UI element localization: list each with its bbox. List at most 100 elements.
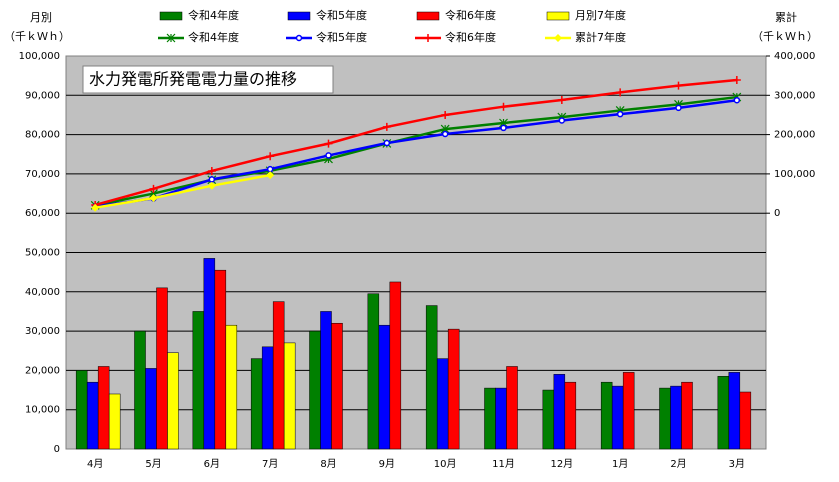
legend-label: 令和5年度	[316, 30, 367, 44]
y-axis-unit: （千ｋＷｈ）	[4, 30, 70, 43]
bar	[75, 370, 88, 450]
bar	[425, 305, 438, 450]
title-box	[82, 65, 334, 94]
y2-tick-label: 100,000	[774, 169, 815, 180]
marker	[732, 75, 741, 84]
legend-label: 令和6年度	[445, 30, 496, 44]
marker	[207, 166, 216, 175]
y-tick-label: 20,000	[25, 365, 60, 376]
bar	[272, 301, 285, 450]
bar	[553, 374, 566, 450]
bar	[192, 311, 205, 450]
bar	[611, 385, 624, 450]
y2-axis-label: 累計	[775, 10, 797, 24]
y2-tick-label: 0	[774, 208, 780, 219]
marker	[558, 117, 566, 124]
y-tick-label: 50,000	[25, 248, 60, 259]
marker	[325, 152, 332, 159]
marker	[208, 176, 216, 183]
y2-axis-unit: （千ｋＷｈ）	[752, 30, 818, 43]
bar	[728, 372, 741, 450]
marker	[675, 104, 682, 112]
x-tick-label: 11月	[492, 458, 515, 470]
bar	[367, 293, 380, 450]
x-tick-label: 10月	[434, 458, 457, 470]
marker	[616, 110, 624, 118]
marker	[616, 88, 625, 97]
marker	[149, 194, 158, 203]
y-tick-label: 100,000	[19, 51, 60, 62]
bar	[447, 328, 460, 450]
marker	[500, 124, 507, 132]
legend-swatch	[287, 11, 311, 21]
marker	[554, 34, 562, 42]
bar	[436, 358, 449, 450]
bar	[108, 393, 121, 450]
bar	[145, 368, 157, 450]
y-tick-label: 90,000	[25, 90, 60, 101]
x-tick-label: 2月	[670, 458, 686, 470]
bar	[320, 311, 332, 450]
bar	[670, 385, 682, 450]
bar	[389, 281, 402, 450]
x-tick-label: 6月	[204, 458, 220, 470]
bar	[134, 330, 146, 450]
marker	[295, 34, 303, 42]
bar	[542, 389, 555, 450]
bar	[283, 342, 296, 450]
line	[94, 173, 271, 209]
marker	[266, 152, 275, 161]
legend-label: 令和4年度	[188, 30, 239, 44]
x-tick-label: 1月	[612, 458, 628, 470]
marker	[424, 34, 432, 42]
bar	[659, 387, 671, 450]
bar	[600, 381, 613, 450]
bar	[167, 352, 179, 450]
bar	[214, 269, 227, 450]
bar	[203, 258, 216, 450]
legend-swatch	[159, 11, 183, 21]
marker	[266, 165, 274, 173]
bar	[250, 358, 263, 450]
legend-label: 累計7年度	[575, 30, 626, 44]
marker	[499, 102, 508, 111]
marker	[91, 203, 100, 212]
y-axis-label: 月別	[30, 11, 52, 24]
bar	[331, 322, 343, 450]
bar	[378, 324, 391, 450]
marker	[324, 139, 333, 148]
y-tick-label: 80,000	[25, 130, 60, 141]
bar	[225, 324, 238, 450]
bar	[156, 287, 168, 450]
bar	[506, 366, 518, 450]
y-tick-label: 60,000	[25, 208, 60, 219]
legend-label: 令和4年度	[188, 8, 239, 22]
y-tick-label: 10,000	[25, 405, 60, 416]
marker	[266, 171, 275, 180]
x-tick-label: 3月	[729, 458, 745, 470]
bar	[261, 346, 274, 450]
marker	[674, 81, 683, 90]
marker	[382, 122, 391, 131]
marker	[383, 139, 391, 147]
y2-tick-label: 400,000	[774, 51, 815, 62]
y-tick-label: 0	[54, 444, 60, 455]
bar	[739, 391, 752, 450]
marker	[207, 181, 216, 190]
x-tick-label: 5月	[145, 458, 161, 470]
x-tick-label: 8月	[320, 458, 336, 470]
marker	[441, 110, 450, 119]
y2-tick-label: 300,000	[774, 90, 815, 101]
x-tick-label: 12月	[550, 458, 573, 470]
legend-label: 令和6年度	[445, 8, 496, 22]
line	[94, 78, 737, 207]
marker	[441, 130, 449, 138]
x-tick-label: 7月	[262, 458, 278, 470]
chart-title: 水力発電所発電電力量の推移	[89, 70, 297, 89]
legend-swatch	[416, 11, 440, 21]
x-tick-label: 4月	[87, 458, 103, 470]
bar	[86, 381, 99, 450]
bar	[495, 387, 507, 450]
bar	[564, 381, 577, 450]
